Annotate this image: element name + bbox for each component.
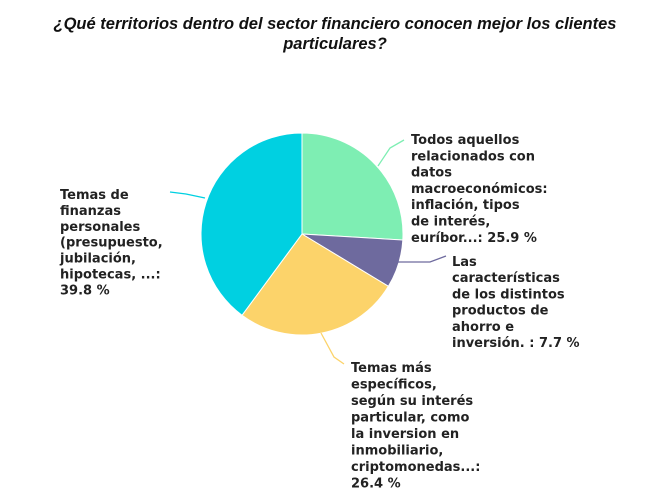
- slice-macroeconomic-label-line: datos: [411, 166, 452, 181]
- slice-specific-topics-label-line: inmobiliario,: [351, 444, 443, 459]
- slice-macroeconomic-leader-line: [377, 139, 405, 167]
- slice-specific-topics-label-line: según su interés: [351, 394, 473, 409]
- slice-macroeconomic-label-line: Todos aquellos: [411, 133, 520, 148]
- slice-labels: Todos aquellos relacionados con datos macro…: [59, 133, 580, 492]
- slice-specific-topics-label: Temas más específicos, según su interés par…: [351, 361, 480, 492]
- slice-macroeconomic-label-line: inflación, tipos: [411, 198, 520, 213]
- slice-product-features-label: Las características de los distintos produc…: [452, 255, 580, 351]
- slice-specific-topics-label-line: específicos,: [351, 378, 437, 393]
- slice-specific-topics-label-line: 26.4 %: [351, 477, 401, 492]
- slice-personal-finance-label-line: hipotecas, ...:: [60, 268, 161, 283]
- slice-personal-finance-label-line: (presupuesto,: [60, 236, 163, 251]
- slice-macroeconomic-label-line: euríbor...: 25.9 %: [411, 231, 537, 246]
- slice-personal-finance: [200, 132, 303, 316]
- slice-product-features-label-line: productos de: [452, 304, 549, 319]
- slice-personal-finance-leader-line: [169, 191, 206, 199]
- slice-macroeconomic: [301, 132, 404, 241]
- slice-product-features-label-line: ahorro e: [452, 320, 514, 335]
- slice-macroeconomic-label-line: macroeconómicos:: [411, 182, 548, 197]
- slice-macroeconomic-label-line: de interés,: [411, 215, 490, 230]
- slice-specific-topics-label-line: Temas más: [351, 361, 432, 376]
- slice-personal-finance-label-line: finanzas: [60, 204, 121, 219]
- slice-personal-finance-label-line: jubilación,: [59, 252, 136, 267]
- slice-personal-finance-label-line: Temas de: [60, 188, 129, 203]
- slice-product-features-label-line: inversión. : 7.7 %: [452, 336, 580, 351]
- slice-product-features-label-line: características: [452, 271, 560, 286]
- slice-macroeconomic-label-line: relacionados con: [411, 149, 535, 164]
- slice-product-features-leader-line: [396, 255, 447, 263]
- slice-specific-topics-leader-line: [320, 332, 345, 365]
- slice-personal-finance-label-line: personales: [60, 220, 141, 235]
- chart-title-line-2: particulares?: [283, 35, 387, 53]
- chart-title-line-1: ¿Qué territorios dentro del sector finan…: [53, 15, 617, 33]
- slice-macroeconomic-label: Todos aquellos relacionados con datos macro…: [411, 133, 548, 246]
- slice-product-features-label-line: de los distintos: [452, 287, 565, 302]
- slice-specific-topics-label-line: la inversion en: [351, 427, 459, 442]
- slice-personal-finance-label: Temas de finanzas personales (presupuesto, j…: [59, 188, 163, 298]
- chart-title: ¿Qué territorios dentro del sector finan…: [20, 14, 650, 54]
- slice-specific-topics-label-line: particular, como: [351, 411, 469, 426]
- slice-product-features-label-line: Las: [452, 255, 477, 270]
- pie-slices: [200, 132, 404, 336]
- leader-lines: [169, 139, 447, 365]
- slice-personal-finance-label-line: 39.8 %: [60, 283, 110, 298]
- slice-specific-topics-label-line: criptomonedas...:: [351, 460, 480, 475]
